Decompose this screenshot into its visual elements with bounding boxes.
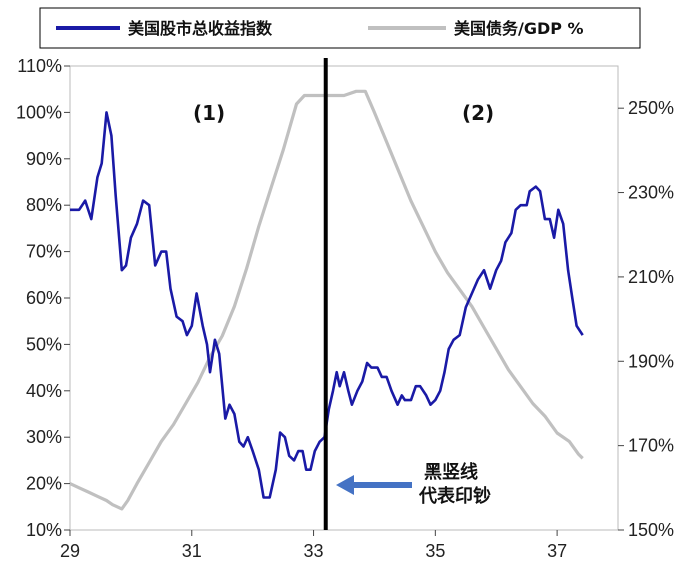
- x-tick-label: 33: [304, 541, 324, 561]
- x-tick-label: 29: [60, 541, 80, 561]
- left-tick-label: 10%: [26, 520, 62, 540]
- annotation-arrow-icon: [336, 475, 354, 495]
- left-tick-label: 20%: [26, 474, 62, 494]
- annotation-line-2: 代表印钞: [418, 485, 491, 507]
- right-tick-label: 230%: [628, 183, 674, 203]
- right-tick-label: 190%: [628, 351, 674, 371]
- series-line-debt: [69, 89, 584, 511]
- left-tick-label: 60%: [26, 288, 62, 308]
- region-label-1: (1): [193, 101, 225, 125]
- legend-frame: [39, 7, 641, 49]
- left-tick-label: 70%: [26, 242, 62, 262]
- x-axis: 29 31 33 35 37: [60, 530, 567, 561]
- left-tick-label: 100%: [16, 102, 62, 122]
- legend: 美国股市总收益指数 美国债务/GDP %: [39, 7, 641, 49]
- right-tick-label: 150%: [628, 520, 674, 540]
- right-tick-label: 210%: [628, 267, 674, 287]
- series-line-stock: [70, 111, 584, 499]
- left-tick-label: 40%: [26, 381, 62, 401]
- right-tick-label: 250%: [628, 98, 674, 118]
- left-tick-label: 30%: [26, 427, 62, 447]
- region-label-2: (2): [462, 101, 494, 125]
- legend-label-stock: 美国股市总收益指数: [128, 19, 273, 38]
- x-tick-label: 35: [425, 541, 445, 561]
- annotation: 黑竖线 代表印钞: [336, 461, 491, 507]
- annotation-line-1: 黑竖线: [424, 461, 478, 483]
- left-tick-label: 80%: [26, 195, 62, 215]
- right-tick-label: 170%: [628, 436, 674, 456]
- left-tick-label: 110%: [17, 56, 62, 76]
- left-tick-label: 50%: [26, 334, 62, 354]
- left-axis: 10% 20% 30% 40% 50% 60% 70% 80% 90% 100% 110%: [16, 56, 70, 540]
- legend-label-debt: 美国债务/GDP %: [454, 19, 584, 38]
- left-tick-label: 90%: [26, 149, 62, 169]
- x-tick-label: 31: [182, 541, 202, 561]
- x-tick-label: 37: [547, 541, 567, 561]
- right-axis: 150% 170% 190% 210% 230% 250%: [618, 98, 674, 540]
